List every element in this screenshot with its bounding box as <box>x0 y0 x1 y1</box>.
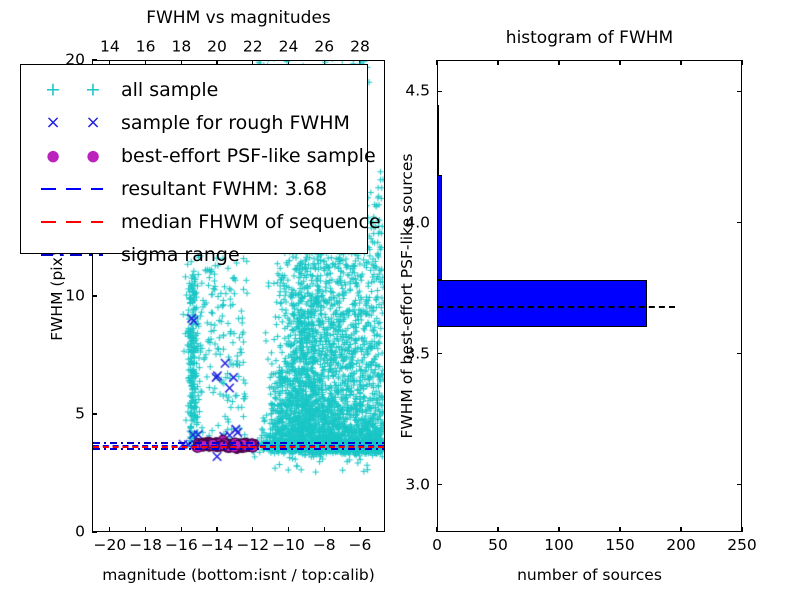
scatter-x-ticklabel: −14 <box>200 536 234 554</box>
scatter-hline-3 <box>93 448 384 451</box>
histogram-x-ticklabel: 0 <box>432 536 442 554</box>
histogram-median-line <box>437 306 675 309</box>
legend-item: median FHWM of sequence <box>29 205 381 238</box>
scatter-title: FWHM vs magnitudes <box>146 8 331 28</box>
cross-x-icon: × <box>45 111 61 133</box>
histogram-x-tickmark-top <box>619 60 621 65</box>
histogram-x-tickmark-top <box>558 60 560 65</box>
histogram-y-tickmark <box>437 90 442 93</box>
histogram-x-tickmark <box>619 527 621 532</box>
histogram-x-ticklabel: 50 <box>488 536 508 554</box>
histogram-y-tickmark-right <box>737 90 742 93</box>
scatter-y-ticklabel: 5 <box>75 404 85 423</box>
histogram-title: histogram of FWHM <box>505 28 674 48</box>
legend-marker-slot: ● ● <box>29 139 121 172</box>
scatter-top-ticklabel: 22 <box>242 37 263 56</box>
legend-item-label: sample for rough FWHM <box>121 111 350 134</box>
scatter-x-ticklabel: −18 <box>129 536 162 554</box>
filled-circle-icon: ● <box>86 146 100 164</box>
scatter-top-ticklabel: 28 <box>350 37 370 56</box>
plus-icon: + <box>45 78 61 100</box>
histogram-x-ticklabel: 200 <box>666 536 696 554</box>
histogram-x-tickmark-top <box>497 60 499 65</box>
scatter-y-tickmark <box>92 531 97 533</box>
histogram-y-tickmark-right <box>737 353 742 355</box>
legend-item-label: all sample <box>121 78 219 101</box>
scatter-x-ticklabel: −12 <box>236 536 270 554</box>
scatter-top-ticklabel: 14 <box>99 37 120 56</box>
legend-marker-slot: × × <box>29 106 121 139</box>
filled-circle-icon: ● <box>46 146 60 164</box>
scatter-top-ticklabel: 18 <box>171 37 192 56</box>
legend-marker-slot <box>29 238 121 271</box>
scatter-xlabel: magnitude (bottom:isnt / top:calib) <box>102 566 375 584</box>
scatter-top-ticklabel: 24 <box>278 37 299 56</box>
histogram-x-ticklabel: 250 <box>727 536 757 554</box>
histogram-x-ticklabel: 150 <box>605 536 635 554</box>
histogram-x-tickmark-top <box>680 60 682 65</box>
legend-item: × × sample for rough FWHM <box>29 106 357 139</box>
legend-marker-slot: + + <box>29 73 121 106</box>
legend-item-label: sigma range <box>121 243 240 266</box>
scatter-y-ticklabel: 10 <box>65 286 85 305</box>
histogram-x-tickmark <box>558 527 560 532</box>
histogram-x-ticklabel: 100 <box>544 536 574 554</box>
scatter-hline-1 <box>93 445 384 448</box>
cross-x-icon: × <box>85 111 101 133</box>
legend-item-label: best-effort PSF-like sample <box>121 144 376 167</box>
legend-item-label: resultant FWHM: 3.68 <box>121 177 328 200</box>
histogram-y-ticklabel: 3.5 <box>405 343 430 362</box>
scatter-x-ticklabel: −8 <box>312 536 336 554</box>
histogram-x-tickmark <box>436 527 438 532</box>
histogram-y-tickmark <box>437 484 442 486</box>
histogram-y-tickmark-right <box>737 221 742 224</box>
histogram-bar <box>437 104 439 176</box>
legend-item: ● ● best-effort PSF-like sample <box>29 139 375 172</box>
histogram-x-tickmark <box>741 527 743 532</box>
legend-marker-slot <box>29 172 121 205</box>
legend-item: + + all sample <box>29 73 357 106</box>
histogram-ylabel: FWHM of best-effort PSF-like sources <box>398 153 416 439</box>
histogram-y-ticklabel: 3.0 <box>405 475 430 494</box>
histogram-bar <box>437 175 442 281</box>
histogram-x-tickmark-top <box>741 60 743 65</box>
legend: + + all sample × × sample for rough FWHM ● ● bes… <box>20 64 381 266</box>
histogram-y-tickmark-right <box>737 484 742 486</box>
histogram-bar <box>437 280 647 328</box>
histogram-x-tickmark <box>497 527 499 532</box>
histogram-y-ticklabel: 4.0 <box>405 212 430 231</box>
scatter-y-tickmark <box>92 59 97 61</box>
dashed-line-icon <box>41 187 103 190</box>
scatter-x-ticklabel: −16 <box>164 536 198 554</box>
plus-icon: + <box>85 78 101 100</box>
scatter-x-ticklabel: −20 <box>93 536 127 554</box>
scatter-top-ticklabel: 16 <box>135 37 156 56</box>
scatter-y-ticklabel: 0 <box>75 522 85 541</box>
scatter-y-ticklabel: 20 <box>65 50 85 69</box>
histogram-y-ticklabel: 4.5 <box>405 81 430 100</box>
scatter-hline-2 <box>93 441 384 444</box>
scatter-top-ticklabel: 20 <box>207 37 227 56</box>
dashed-line-icon <box>41 220 103 223</box>
legend-item: sigma range <box>29 238 357 271</box>
histogram-xlabel: number of sources <box>517 566 662 584</box>
legend-item-label: median FHWM of sequence <box>121 210 381 233</box>
histogram-y-tickmark <box>437 353 442 355</box>
histogram-x-tickmark <box>680 527 682 532</box>
scatter-x-ticklabel: −10 <box>272 536 305 554</box>
scatter-x-ticklabel: −6 <box>348 536 372 554</box>
histogram-x-tickmark-top <box>436 60 438 65</box>
dashdot-line-icon <box>41 253 103 256</box>
legend-item: resultant FWHM: 3.68 <box>29 172 357 205</box>
scatter-top-ticklabel: 26 <box>314 37 335 56</box>
legend-marker-slot <box>29 205 121 238</box>
